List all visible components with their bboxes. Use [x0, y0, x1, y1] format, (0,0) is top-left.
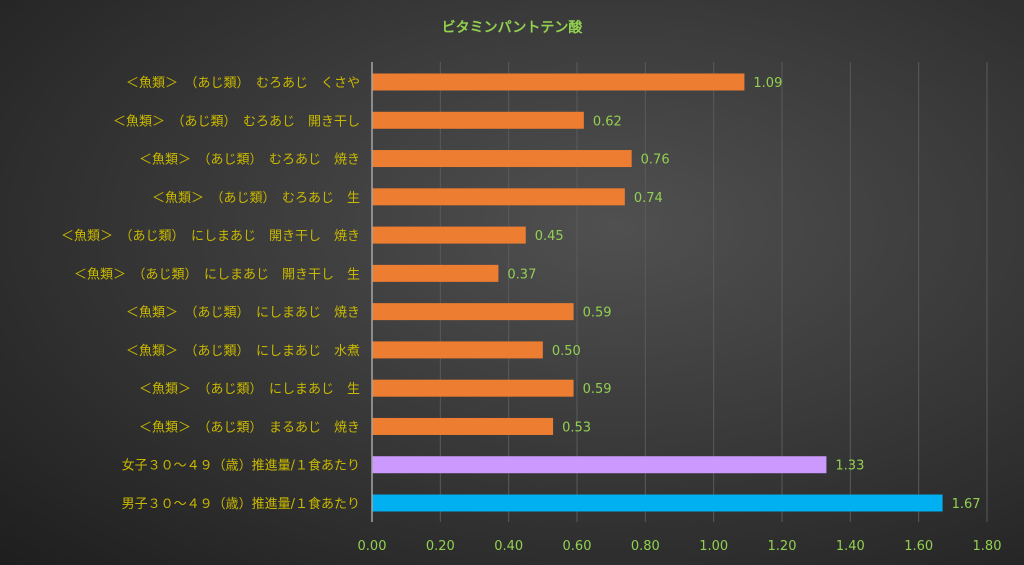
data-label: 0.53 [562, 420, 591, 435]
x-tick-label: 1.60 [904, 539, 933, 554]
data-label: 0.59 [583, 382, 612, 397]
bar [372, 379, 574, 397]
data-label: 1.33 [835, 459, 864, 474]
bar [372, 494, 943, 512]
data-label: 0.37 [507, 267, 536, 282]
category-label: ＜魚類＞ （あじ類） むろあじ 焼き [139, 153, 360, 168]
data-label: 0.45 [535, 229, 564, 244]
data-label: 0.59 [583, 306, 612, 321]
category-label: ＜魚類＞ （あじ類） にしまあじ 水煮 [126, 344, 360, 359]
bar [372, 188, 625, 206]
category-label: ＜魚類＞ （あじ類） にしまあじ 開き干し 焼き [61, 229, 360, 244]
bar [372, 111, 584, 129]
x-tick-label: 0.00 [358, 539, 387, 554]
bar [372, 73, 745, 91]
bar [372, 417, 554, 435]
category-label: ＜魚類＞ （あじ類） むろあじ くさや [126, 76, 360, 91]
category-label: 女子３０～４９（歳）推進量/１食あたり [122, 458, 360, 474]
category-label: ＜魚類＞ （あじ類） にしまあじ 開き干し 生 [74, 267, 360, 282]
category-label: ＜魚類＞ （あじ類） まるあじ 焼き [139, 420, 360, 435]
data-label: 0.76 [641, 153, 670, 168]
x-tick-label: 1.80 [973, 539, 1002, 554]
bar [372, 150, 632, 168]
category-label: ＜魚類＞ （あじ類） にしまあじ 生 [139, 382, 360, 397]
bar [372, 264, 499, 282]
data-label: 0.50 [552, 344, 581, 359]
category-label: ＜魚類＞ （あじ類） にしまあじ 焼き [126, 306, 360, 321]
category-label: ＜魚類＞ （あじ類） むろあじ 生 [152, 191, 360, 206]
x-tick-label: 1.20 [768, 539, 797, 554]
chart-title: ビタミンパントテン酸 [442, 19, 584, 36]
category-label: ＜魚類＞ （あじ類） むろあじ 開き干し [113, 114, 360, 129]
data-label: 0.74 [634, 191, 663, 206]
x-tick-label: 0.80 [631, 539, 660, 554]
x-tick-label: 0.40 [494, 539, 523, 554]
bar [372, 456, 827, 474]
category-label: 男子３０～４９（歳）推進量/１食あたり [122, 496, 360, 512]
bar [372, 341, 543, 359]
x-tick-label: 0.60 [563, 539, 592, 554]
bar [372, 226, 526, 244]
x-tick-label: 1.00 [699, 539, 728, 554]
data-label: 1.09 [753, 76, 782, 91]
x-tick-label: 1.40 [836, 539, 865, 554]
x-tick-label: 0.20 [426, 539, 455, 554]
data-label: 1.67 [952, 497, 981, 512]
bar [372, 303, 574, 321]
data-label: 0.62 [593, 114, 622, 129]
